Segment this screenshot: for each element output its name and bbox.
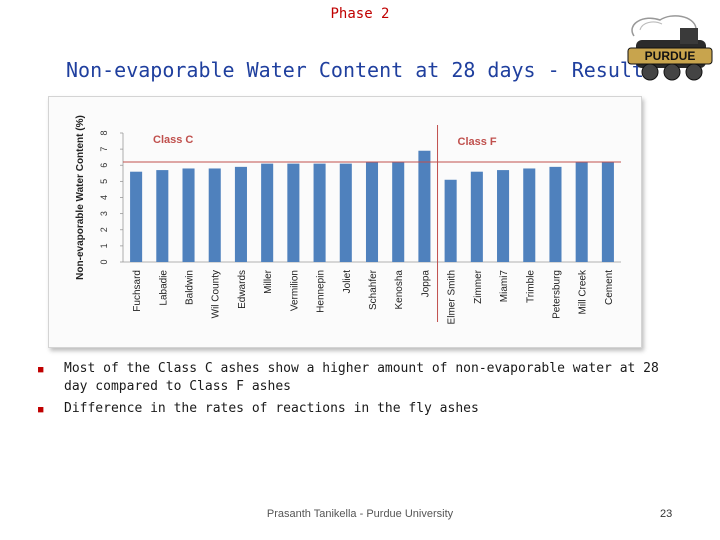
bar <box>234 166 247 262</box>
footer-author: Prasanth Tanikella - Purdue University <box>266 508 454 520</box>
y-tick-label: 4 <box>99 195 109 200</box>
y-tick-label: 1 <box>99 243 109 248</box>
class-f-label: Class F <box>458 136 497 148</box>
y-tick-label: 2 <box>99 227 109 232</box>
y-tick-label: 0 <box>99 259 109 264</box>
x-category-label: Zimmer <box>473 269 484 304</box>
bar <box>261 163 274 262</box>
x-category-label: Labadie <box>158 270 169 306</box>
x-category-label: Joliet <box>342 270 353 294</box>
bar <box>497 170 510 262</box>
chart-frame: Non-evaporable Water Content (%) 0 1 2 3 4 5 6 7… <box>48 96 642 348</box>
bar <box>313 163 326 262</box>
x-category-label: Kenosha <box>394 270 405 310</box>
x-category-label: Joppa <box>420 270 431 298</box>
x-category-label: Schahfer <box>368 269 379 310</box>
train-smoke <box>631 15 697 37</box>
train-cab <box>680 28 698 44</box>
train-smoke-2 <box>639 21 663 31</box>
bar <box>444 179 457 262</box>
class-c-label: Class C <box>153 134 193 146</box>
x-category-label: Elmer Smith <box>447 270 458 324</box>
bullet-text: Most of the Class C ashes show a higher … <box>64 361 659 394</box>
y-tick-label: 3 <box>99 211 109 216</box>
bar <box>130 171 143 262</box>
page-number: 23 <box>660 508 673 520</box>
bar <box>208 168 221 262</box>
x-category-label: Fuchsard <box>132 270 143 312</box>
x-category-label: Wil County <box>211 270 222 318</box>
bullet-text: Difference in the rates of reactions in … <box>64 401 479 416</box>
y-axis-label: Non-evaporable Water Content (%) <box>75 115 86 280</box>
bullet-list: ■ Most of the Class C ashes show a highe… <box>38 360 678 423</box>
slide-title: Non-evaporable Water Content at 28 days … <box>66 58 657 82</box>
bar <box>523 168 536 262</box>
x-category-label: Miller <box>263 269 274 294</box>
bullet-item: ■ Difference in the rates of reactions i… <box>38 400 678 419</box>
logo-banner <box>627 47 713 65</box>
train-wheel-3 <box>685 63 703 81</box>
bar <box>549 166 562 262</box>
y-tick-label: 5 <box>99 179 109 184</box>
x-category-label: Hennepin <box>316 270 327 313</box>
bar <box>339 163 352 262</box>
x-category-label: Trimble <box>525 270 536 303</box>
bar <box>392 162 405 262</box>
bar <box>287 163 300 262</box>
y-tick-label: 7 <box>99 147 109 152</box>
x-category-label: Petersburg <box>551 270 562 319</box>
bullet-marker-icon: ■ <box>38 365 44 375</box>
y-tick-label: 8 <box>99 130 109 135</box>
bar <box>575 162 588 262</box>
bar <box>601 162 614 262</box>
bar <box>365 162 379 262</box>
bar <box>156 170 169 262</box>
train-wheel-1 <box>641 63 659 81</box>
train-wheel-2 <box>663 63 681 81</box>
bar <box>470 171 483 262</box>
x-category-label: Baldwin <box>185 270 196 305</box>
x-category-label: Mill Creek <box>578 269 589 314</box>
purdue-logo: PURDUE <box>627 15 713 81</box>
x-category-label: Cement <box>604 270 615 305</box>
bullet-marker-icon: ■ <box>38 405 44 415</box>
bar <box>182 168 195 262</box>
bullet-item: ■ Most of the Class C ashes show a highe… <box>38 360 678 396</box>
bar-chart: Non-evaporable Water Content (%) 0 1 2 3 4 5 6 7… <box>75 115 621 324</box>
logo-text: PURDUE <box>645 49 696 63</box>
x-category-label: Edwards <box>237 270 248 309</box>
phase-label: Phase 2 <box>330 6 390 22</box>
bar <box>418 150 431 262</box>
x-category-label: Vermilion <box>289 270 300 311</box>
y-tick-label: 6 <box>99 163 109 168</box>
x-category-label: Miami7 <box>499 270 510 303</box>
